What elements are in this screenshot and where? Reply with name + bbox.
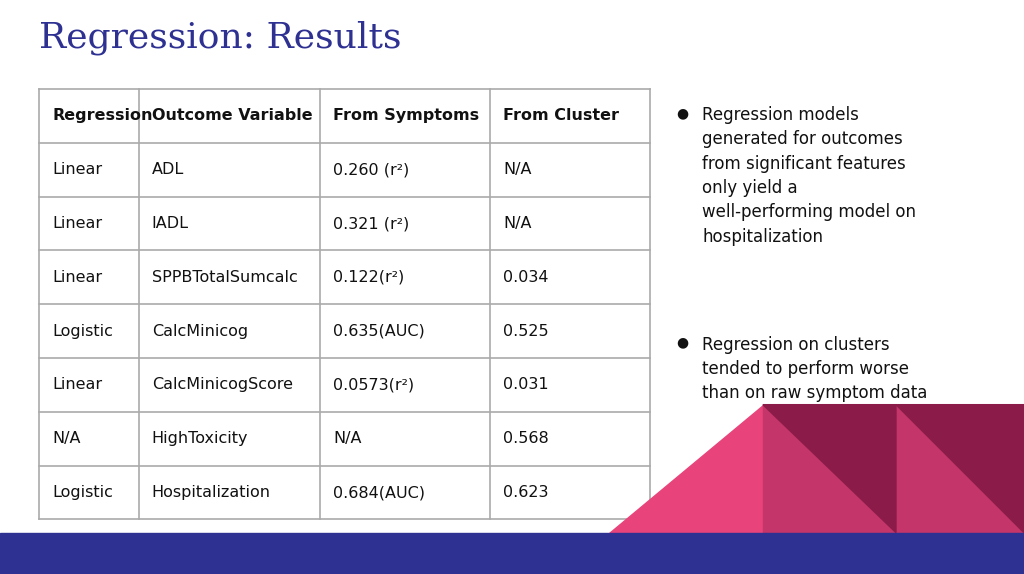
Text: Regression: Results: Regression: Results: [39, 20, 401, 55]
Text: Logistic: Logistic: [52, 324, 113, 339]
Bar: [763, 405, 896, 533]
Polygon shape: [609, 405, 763, 533]
Text: ADL: ADL: [152, 162, 184, 177]
Text: 0.034: 0.034: [504, 270, 549, 285]
Text: IADL: IADL: [152, 216, 188, 231]
Text: 0.122(r²): 0.122(r²): [334, 270, 404, 285]
Text: 0.623: 0.623: [504, 485, 549, 500]
Text: 0.0573(r²): 0.0573(r²): [334, 378, 415, 393]
Text: 0.321 (r²): 0.321 (r²): [334, 216, 410, 231]
Text: Regression on clusters
tended to perform worse
than on raw symptom data: Regression on clusters tended to perform…: [702, 336, 928, 402]
Text: Linear: Linear: [52, 216, 102, 231]
Text: N/A: N/A: [504, 216, 531, 231]
Text: Linear: Linear: [52, 378, 102, 393]
Text: CalcMinicog: CalcMinicog: [152, 324, 248, 339]
Text: HighToxicity: HighToxicity: [152, 431, 249, 446]
Text: Outcome Variable: Outcome Variable: [152, 108, 312, 123]
Text: N/A: N/A: [334, 431, 361, 446]
Text: SPPBTotalSumcalc: SPPBTotalSumcalc: [152, 270, 298, 285]
Text: ●: ●: [676, 106, 688, 120]
Text: 0.635(AUC): 0.635(AUC): [334, 324, 425, 339]
Text: N/A: N/A: [504, 162, 531, 177]
Bar: [896, 405, 1024, 533]
Text: 0.525: 0.525: [504, 324, 549, 339]
Text: Regression models
generated for outcomes
from significant features
only yield a
: Regression models generated for outcomes…: [702, 106, 916, 246]
Text: N/A: N/A: [52, 431, 81, 446]
Text: Logistic: Logistic: [52, 485, 113, 500]
Text: ●: ●: [676, 336, 688, 350]
Text: CalcMinicogScore: CalcMinicogScore: [152, 378, 293, 393]
Text: 0.568: 0.568: [504, 431, 549, 446]
Polygon shape: [896, 405, 1024, 533]
Polygon shape: [763, 405, 896, 533]
Text: From Symptoms: From Symptoms: [334, 108, 479, 123]
Text: 0.031: 0.031: [504, 378, 549, 393]
Text: 0.260 (r²): 0.260 (r²): [334, 162, 410, 177]
Bar: [0, 533, 1024, 574]
Text: Hospitalization: Hospitalization: [152, 485, 271, 500]
Text: 0.684(AUC): 0.684(AUC): [334, 485, 425, 500]
Text: Linear: Linear: [52, 162, 102, 177]
Text: Regression: Regression: [52, 108, 153, 123]
Text: Linear: Linear: [52, 270, 102, 285]
Text: From Cluster: From Cluster: [504, 108, 620, 123]
